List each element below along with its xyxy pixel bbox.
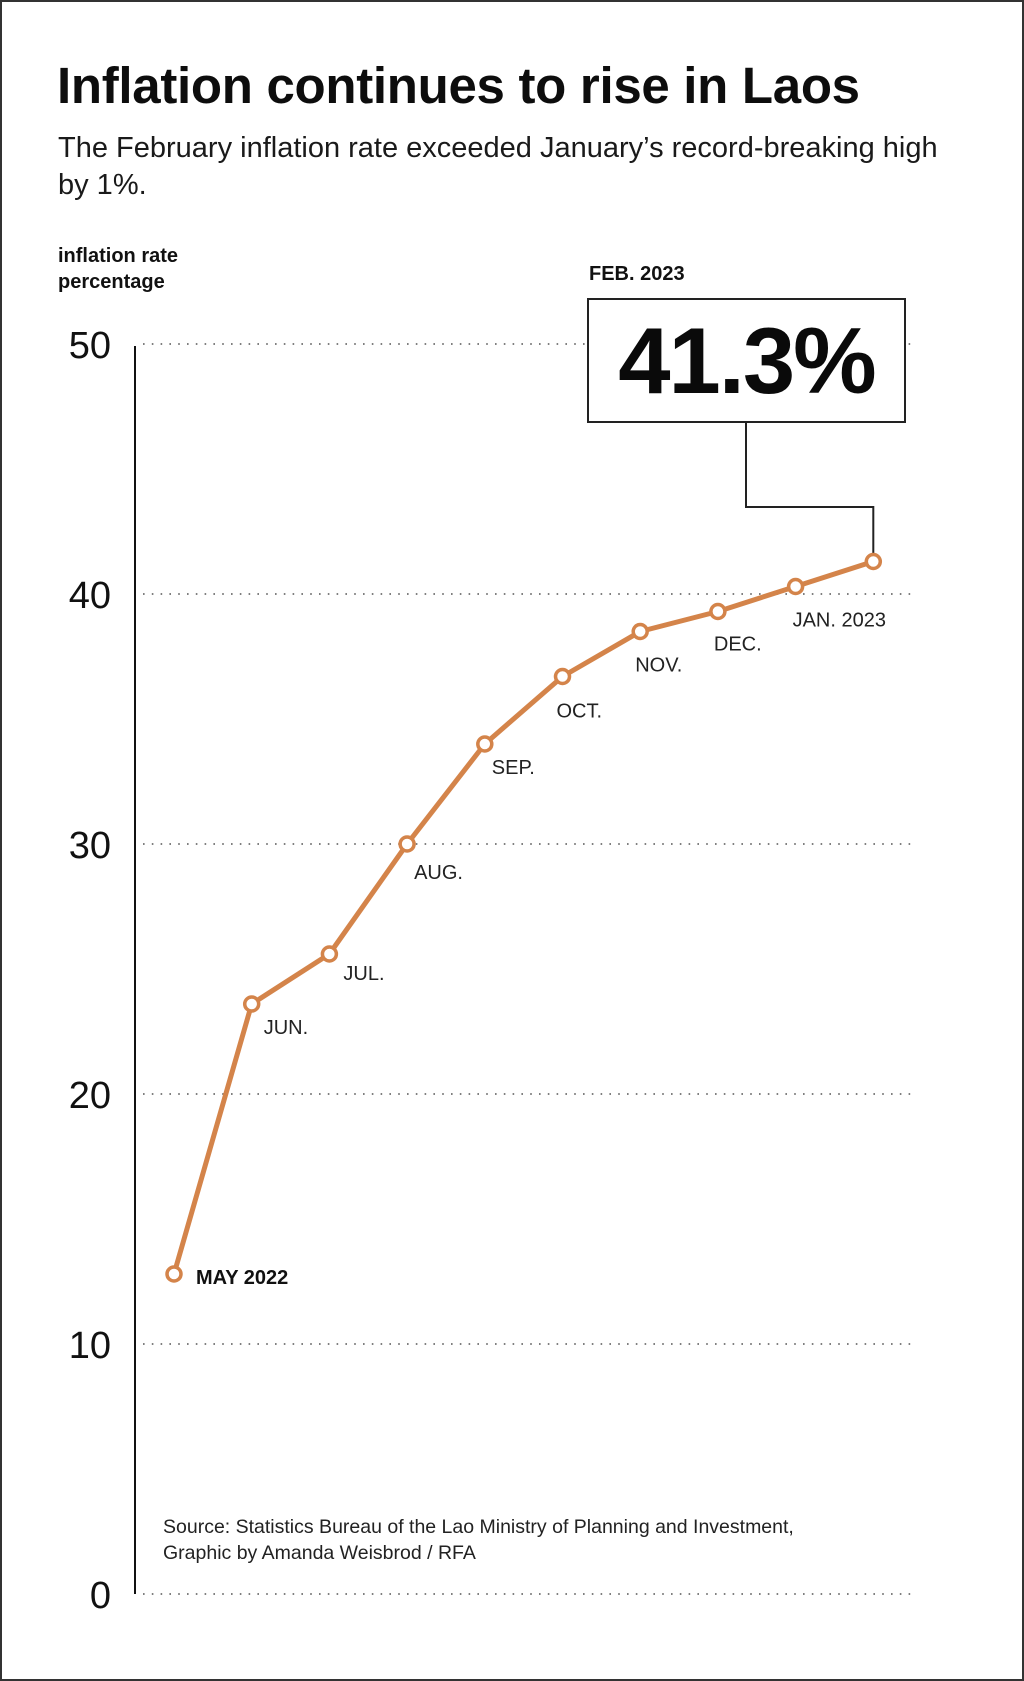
inflation-line (171, 559, 876, 1277)
y-tick-label-10: 10 (69, 1325, 111, 1367)
data-point-marker (786, 577, 805, 596)
y-tick-label-0: 0 (90, 1575, 111, 1617)
point-labels: MAY 2022 JUN. JUL. AUG. SEP. OCT. NOV. DEC. JAN.… (196, 610, 886, 1290)
chart-subtitle: The February inflation rate exceeded Jan… (58, 132, 938, 201)
point-label: MAY 2022 (196, 1267, 288, 1289)
point-label: OCT. (557, 701, 603, 723)
point-label: NOV. (635, 655, 682, 677)
y-tick-label-50: 50 (69, 325, 111, 367)
callout-date-label: FEB. 2023 (589, 263, 685, 285)
data-point-marker (553, 667, 572, 686)
callout-connector (745, 420, 875, 555)
callout-value: 41.3% (618, 307, 877, 413)
source-line1: Source: Statistics Bureau of the Lao Min… (163, 1516, 794, 1538)
chart-title: Inflation continues to rise in Laos (57, 57, 860, 114)
point-label: JUL. (343, 963, 384, 985)
data-point-marker (320, 945, 339, 963)
y-tick-label-30: 30 (69, 825, 111, 867)
y-axis-ticks: 0 10 20 30 40 50 (69, 325, 111, 1617)
data-point-marker (631, 622, 649, 641)
data-point-marker (165, 1265, 183, 1283)
point-label: AUG. (414, 862, 463, 884)
source-line2: Graphic by Amanda Weisbrod / RFA (163, 1542, 476, 1564)
data-point-marker (476, 735, 494, 753)
y-axis-title: inflation rate percentage (58, 243, 178, 295)
point-label: JUN. (264, 1017, 308, 1039)
y-tick-label-40: 40 (69, 575, 111, 617)
y-axis-title-line1: inflation rate (58, 245, 179, 267)
data-markers (165, 552, 883, 1283)
gridlines (143, 343, 914, 1595)
y-axis-title-line2: percentage (58, 271, 165, 293)
data-point-marker (398, 835, 416, 853)
point-label: SEP. (492, 757, 535, 779)
data-point-marker (242, 995, 261, 1013)
y-tick-label-20: 20 (69, 1075, 111, 1117)
source-note: Source: Statistics Bureau of the Lao Min… (163, 1514, 794, 1566)
point-label: DEC. (714, 634, 762, 656)
data-point-marker (864, 552, 883, 571)
data-point-marker (709, 602, 727, 621)
callout-box: 41.3% (587, 298, 906, 423)
point-label: JAN. 2023 (793, 610, 886, 632)
